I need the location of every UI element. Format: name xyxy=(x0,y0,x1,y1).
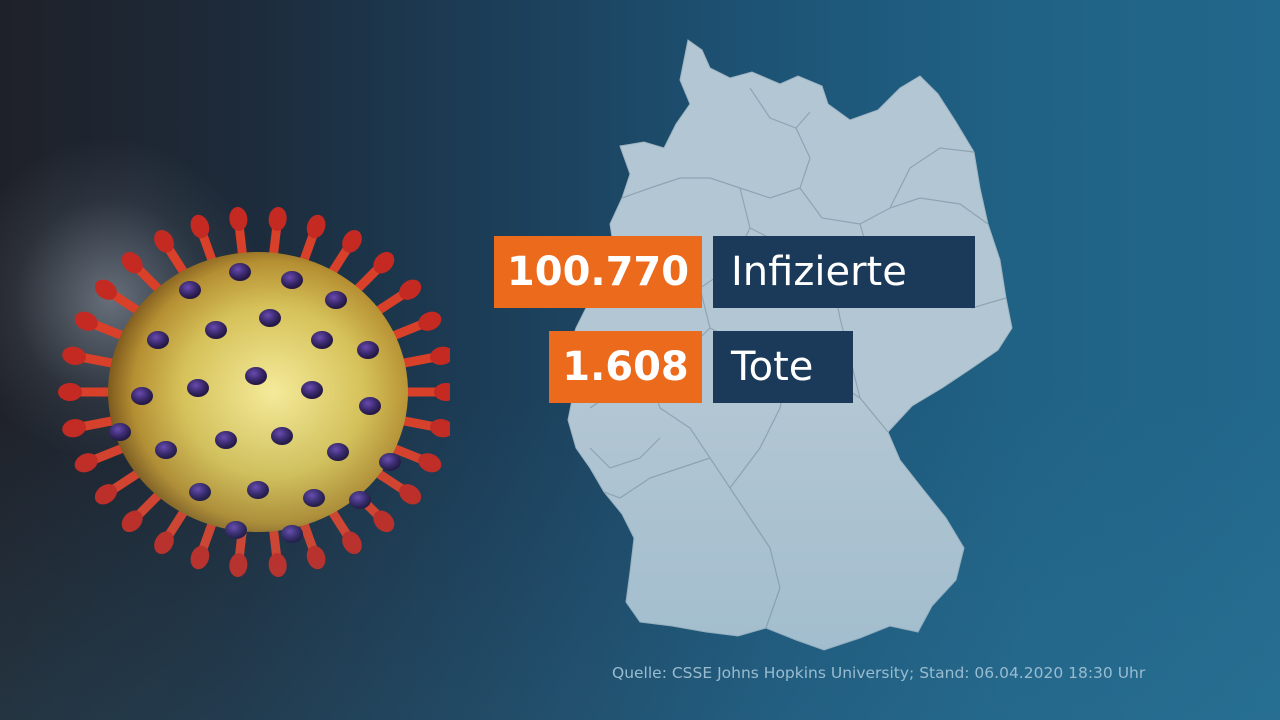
virus-spike-tip xyxy=(154,229,174,253)
virus-protein xyxy=(229,263,251,281)
infected-label: Infizierte xyxy=(713,236,975,308)
virus-protein xyxy=(271,427,293,445)
virus-protein xyxy=(155,441,177,459)
virus-spike-tip xyxy=(229,206,248,231)
infected-count: 100.770 xyxy=(494,236,702,308)
virus-spike-tip xyxy=(154,531,174,555)
virus-spike-tip xyxy=(434,383,450,401)
virus-protein xyxy=(215,431,237,449)
deaths-count: 1.608 xyxy=(549,331,702,403)
virus-spike-tip xyxy=(399,279,422,300)
coronavirus-illustration xyxy=(58,206,450,578)
virus-spike-tip xyxy=(190,214,210,239)
source-note: Quelle: CSSE Johns Hopkins University; S… xyxy=(612,664,1146,682)
virus-spike-tip xyxy=(306,545,326,570)
virus-protein xyxy=(259,309,281,327)
virus-protein xyxy=(131,387,153,405)
virus-protein xyxy=(325,291,347,309)
virus-spike-tip xyxy=(268,553,287,578)
virus-protein xyxy=(357,341,379,359)
virus-spike-tip xyxy=(373,510,395,533)
virus-spike-tip xyxy=(418,311,442,331)
virus-protein xyxy=(359,397,381,415)
deaths-stat: 1.608 Tote xyxy=(549,331,853,403)
virus-protein xyxy=(147,331,169,349)
virus-protein xyxy=(379,453,401,471)
infected-stat: 100.770 Infizierte xyxy=(494,236,975,308)
virus-spike-tip xyxy=(190,545,210,570)
virus-protein xyxy=(303,489,325,507)
virus-spike-tip xyxy=(74,453,98,473)
virus-spike-tip xyxy=(399,484,422,505)
virus-spike-tip xyxy=(58,383,82,401)
virus-protein xyxy=(311,331,333,349)
virus-spike-tip xyxy=(306,214,326,239)
virus-body xyxy=(108,252,408,532)
virus-spike-tip xyxy=(74,311,98,331)
virus-surface-proteins xyxy=(109,263,401,543)
virus-protein xyxy=(225,521,247,539)
virus-spike-tip xyxy=(94,279,117,300)
virus-spike-tip xyxy=(342,229,362,253)
virus-spike-tip xyxy=(268,206,287,231)
virus-spike-tip xyxy=(229,553,248,578)
virus-protein xyxy=(187,379,209,397)
virus-protein xyxy=(327,443,349,461)
virus-spike-tip xyxy=(430,419,450,438)
virus-spike-tip xyxy=(418,453,442,473)
virus-protein xyxy=(281,525,303,543)
virus-protein xyxy=(245,367,267,385)
virus-spike-tip xyxy=(430,346,450,365)
virus-spike-tip xyxy=(62,346,86,365)
virus-protein xyxy=(205,321,227,339)
virus-spike-tip xyxy=(373,251,395,274)
virus-protein xyxy=(179,281,201,299)
virus-protein xyxy=(109,423,131,441)
virus-spike-tip xyxy=(94,484,117,505)
virus-protein xyxy=(189,483,211,501)
deaths-label: Tote xyxy=(713,331,853,403)
virus-spike-tip xyxy=(121,510,143,533)
virus-protein xyxy=(349,491,371,509)
virus-protein xyxy=(301,381,323,399)
virus-spike-tip xyxy=(342,531,362,555)
virus-protein xyxy=(281,271,303,289)
virus-protein xyxy=(247,481,269,499)
virus-spike-tip xyxy=(121,251,143,274)
virus-spike-tip xyxy=(62,419,86,438)
